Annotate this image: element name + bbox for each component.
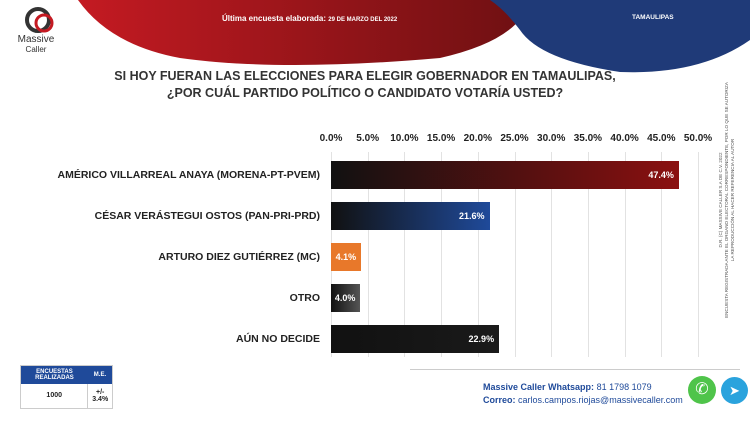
stats-table: ENCUESTAS REALIZADAS M.E. 1000 +/- 3.4% — [20, 365, 113, 409]
gridline — [551, 152, 553, 357]
copyright-note: D.R. (C) MASSIVE CALLER S.A DE C.V. 2022… — [718, 82, 735, 318]
whatsapp-icon[interactable]: ✆ — [688, 376, 716, 404]
category-label: OTRO — [289, 292, 320, 304]
chart-title-line1: SI HOY FUERAN LAS ELECCIONES PARA ELEGIR… — [114, 69, 616, 83]
x-tick-label: 0.0% — [319, 133, 343, 144]
x-tick-label: 30.0% — [537, 133, 566, 144]
whatsapp-contact: Massive Caller Whatsapp: 81 1798 1079 — [483, 382, 652, 392]
surveys-value: 1000 — [20, 383, 89, 409]
x-tick-label: 5.0% — [356, 133, 380, 144]
category-label: CÉSAR VERÁSTEGUI OSTOS (PAN-PRI-PRD) — [94, 210, 320, 222]
data-label: 47.4% — [648, 170, 674, 180]
x-tick-label: 15.0% — [426, 133, 456, 144]
bar — [331, 202, 490, 230]
telegram-icon[interactable]: ➤ — [721, 377, 748, 404]
gridline — [367, 152, 369, 357]
x-tick-label: 45.0% — [647, 133, 676, 144]
gridline — [441, 152, 443, 357]
logo: Massive Caller — [17, 34, 55, 55]
x-tick-label: 20.0% — [463, 133, 492, 144]
data-label: 21.6% — [459, 211, 485, 221]
gridline — [477, 152, 479, 357]
me-header: M.E. — [87, 365, 113, 384]
survey-date: Última encuesta elaborada: 29 DE MARZO D… — [222, 14, 398, 23]
x-tick-label: 25.0% — [500, 133, 529, 144]
email-contact[interactable]: Correo: carlos.campos.riojas@massivecall… — [483, 395, 683, 405]
gridline — [698, 152, 699, 357]
x-tick-label: 50.0% — [683, 133, 713, 144]
data-label: 4.1% — [335, 252, 357, 262]
gridline — [661, 152, 663, 357]
header-banner — [78, 0, 750, 73]
state-label: TAMAULIPAS — [632, 14, 674, 21]
logo-icon — [25, 7, 54, 33]
gridline — [624, 152, 626, 357]
bar — [331, 243, 362, 271]
category-label: AMÉRICO VILLARREAL ANAYA (MORENA-PT-PVEM… — [57, 169, 320, 181]
x-tick-label: 10.0% — [390, 133, 419, 144]
divider — [410, 369, 740, 370]
me-value: +/- 3.4% — [92, 388, 109, 403]
x-tick-label: 40.0% — [610, 133, 639, 144]
category-label: ARTURO DIEZ GUTIÉRREZ (MC) — [158, 251, 320, 263]
x-tick-label: 35.0% — [573, 133, 603, 144]
gridline — [404, 152, 406, 357]
bar — [331, 325, 500, 353]
data-label: 22.9% — [468, 334, 495, 344]
category-label: AÚN NO DECIDE — [235, 333, 320, 345]
gridline — [514, 152, 516, 357]
bar — [331, 284, 361, 312]
data-label: 4.0% — [334, 293, 356, 303]
chart-title-line2: ¿POR CUÁL PARTIDO POLÍTICO O CANDIDATO V… — [166, 86, 564, 100]
gridline — [587, 152, 589, 357]
surveys-header: ENCUESTAS REALIZADAS — [20, 365, 88, 384]
bar — [331, 161, 679, 189]
